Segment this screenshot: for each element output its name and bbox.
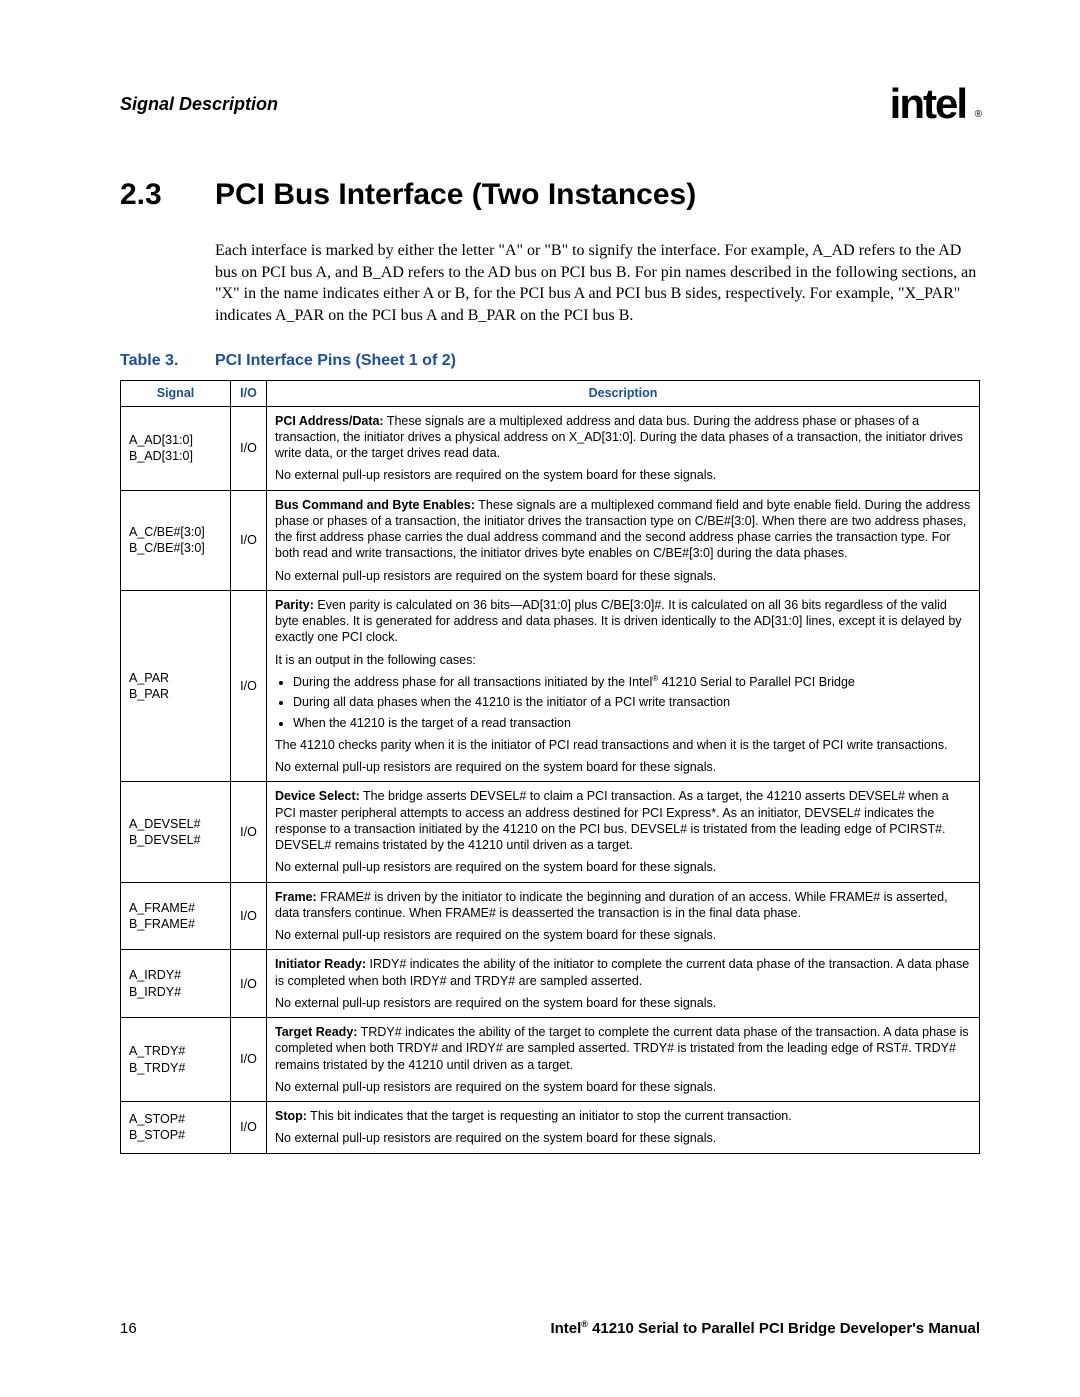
section-intro: Each interface is marked by either the l…	[215, 240, 980, 326]
description-cell: Initiator Ready: IRDY# indicates the abi…	[267, 950, 980, 1018]
io-cell: I/O	[231, 1018, 267, 1102]
page-header: Signal Description intel ®	[120, 80, 980, 128]
io-cell: I/O	[231, 406, 267, 490]
description-cell: Frame: FRAME# is driven by the initiator…	[267, 882, 980, 950]
io-cell: I/O	[231, 1102, 267, 1154]
section-title: PCI Bus Interface (Two Instances)	[215, 178, 696, 212]
table-caption: Table 3. PCI Interface Pins (Sheet 1 of …	[120, 352, 980, 370]
description-cell: Target Ready: TRDY# indicates the abilit…	[267, 1018, 980, 1102]
table-row: A_FRAME#B_FRAME#I/OFrame: FRAME# is driv…	[121, 882, 980, 950]
description-cell: Bus Command and Byte Enables: These sign…	[267, 490, 980, 590]
table-row: A_AD[31:0]B_AD[31:0]I/OPCI Address/Data:…	[121, 406, 980, 490]
table-caption-title: PCI Interface Pins (Sheet 1 of 2)	[215, 352, 456, 370]
table-row: A_TRDY#B_TRDY#I/OTarget Ready: TRDY# ind…	[121, 1018, 980, 1102]
io-cell: I/O	[231, 490, 267, 590]
description-cell: Device Select: The bridge asserts DEVSEL…	[267, 782, 980, 882]
page: Signal Description intel ® 2.3 PCI Bus In…	[0, 0, 1080, 1397]
signal-cell: A_DEVSEL#B_DEVSEL#	[121, 782, 231, 882]
signal-cell: A_FRAME#B_FRAME#	[121, 882, 231, 950]
io-cell: I/O	[231, 950, 267, 1018]
footer-doc-title: Intel® 41210 Serial to Parallel PCI Brid…	[550, 1319, 980, 1337]
logo-registered-icon: ®	[975, 109, 980, 120]
registered-icon: ®	[581, 1319, 588, 1329]
th-io: I/O	[231, 381, 267, 406]
signal-cell: A_STOP#B_STOP#	[121, 1102, 231, 1154]
footer-doc-rest: 41210 Serial to Parallel PCI Bridge Deve…	[588, 1320, 980, 1337]
intel-logo: intel ®	[890, 80, 980, 128]
io-cell: I/O	[231, 782, 267, 882]
signal-cell: A_C/BE#[3:0]B_C/BE#[3:0]	[121, 490, 231, 590]
io-cell: I/O	[231, 590, 267, 781]
table-row: A_C/BE#[3:0]B_C/BE#[3:0]I/OBus Command a…	[121, 490, 980, 590]
table-row: A_STOP#B_STOP#I/OStop: This bit indicate…	[121, 1102, 980, 1154]
footer-doc-prefix: Intel	[550, 1320, 581, 1337]
header-section-label: Signal Description	[120, 94, 278, 115]
description-cell: Stop: This bit indicates that the target…	[267, 1102, 980, 1154]
th-description: Description	[267, 381, 980, 406]
page-footer: 16 Intel® 41210 Serial to Parallel PCI B…	[120, 1319, 980, 1337]
signal-cell: A_AD[31:0]B_AD[31:0]	[121, 406, 231, 490]
logo-text: intel	[890, 80, 966, 127]
section-number: 2.3	[120, 178, 215, 212]
io-cell: I/O	[231, 882, 267, 950]
signal-cell: A_PARB_PAR	[121, 590, 231, 781]
table-caption-label: Table 3.	[120, 352, 215, 370]
signal-cell: A_TRDY#B_TRDY#	[121, 1018, 231, 1102]
description-cell: Parity: Even parity is calculated on 36 …	[267, 590, 980, 781]
signal-cell: A_IRDY#B_IRDY#	[121, 950, 231, 1018]
pin-table: Signal I/O Description A_AD[31:0]B_AD[31…	[120, 380, 980, 1153]
table-header-row: Signal I/O Description	[121, 381, 980, 406]
description-cell: PCI Address/Data: These signals are a mu…	[267, 406, 980, 490]
table-row: A_IRDY#B_IRDY#I/OInitiator Ready: IRDY# …	[121, 950, 980, 1018]
th-signal: Signal	[121, 381, 231, 406]
table-row: A_DEVSEL#B_DEVSEL#I/ODevice Select: The …	[121, 782, 980, 882]
section-heading: 2.3 PCI Bus Interface (Two Instances)	[120, 178, 980, 212]
footer-page-number: 16	[120, 1320, 137, 1337]
table-row: A_PARB_PARI/OParity: Even parity is calc…	[121, 590, 980, 781]
